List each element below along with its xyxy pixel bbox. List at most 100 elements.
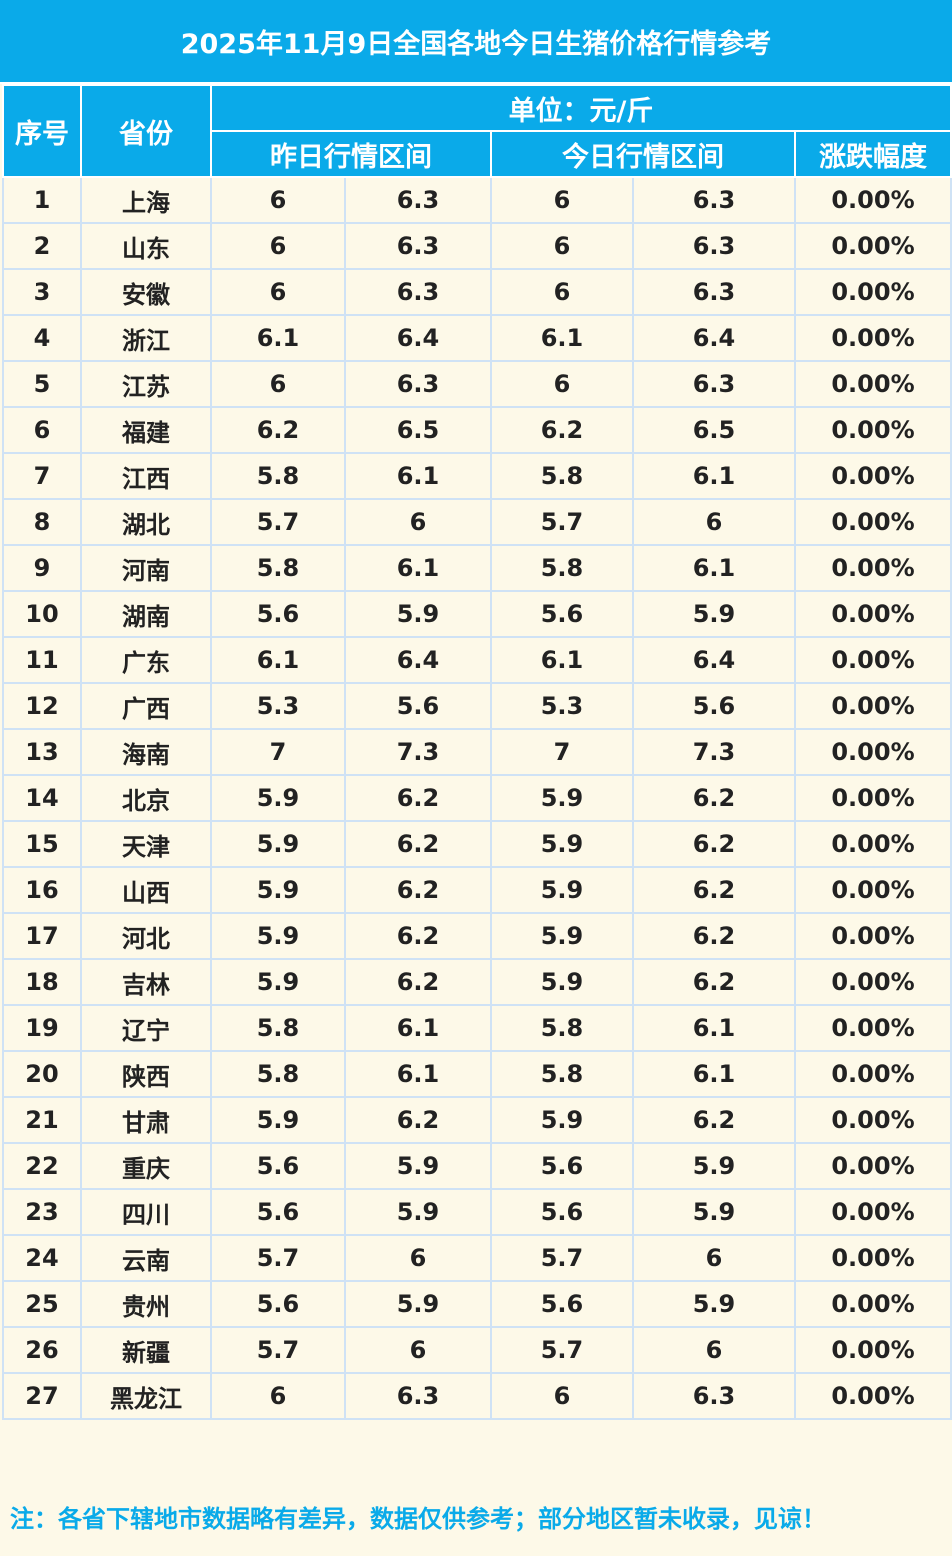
row-today-high: 6.1 [632, 1050, 796, 1098]
table-header: 序号 省份 单位：元/斤 昨日行情区间 今日行情区间 涨跌幅度 [2, 84, 952, 178]
row-change: 0.00% [794, 912, 952, 960]
row-yesterday-low: 5.9 [210, 912, 346, 960]
row-index: 8 [2, 498, 82, 546]
row-yesterday-high: 6.1 [344, 452, 492, 500]
row-index: 19 [2, 1004, 82, 1052]
row-yesterday-high: 6.3 [344, 176, 492, 224]
row-today-high: 6 [632, 1234, 796, 1282]
row-index: 14 [2, 774, 82, 822]
row-today-high: 6.3 [632, 222, 796, 270]
row-yesterday-high: 5.6 [344, 682, 492, 730]
row-index: 18 [2, 958, 82, 1006]
row-yesterday-high: 6.2 [344, 866, 492, 914]
row-change: 0.00% [794, 1188, 952, 1236]
row-yesterday-high: 6 [344, 1326, 492, 1374]
row-change: 0.00% [794, 1234, 952, 1282]
row-today-high: 6.1 [632, 1004, 796, 1052]
row-index: 1 [2, 176, 82, 224]
row-yesterday-high: 6.3 [344, 360, 492, 408]
row-yesterday-low: 6.1 [210, 636, 346, 684]
row-today-high: 6.3 [632, 176, 796, 224]
row-today-high: 6.4 [632, 314, 796, 362]
row-index: 20 [2, 1050, 82, 1098]
row-today-high: 6.1 [632, 452, 796, 500]
row-province: 贵州 [80, 1280, 212, 1328]
row-province: 重庆 [80, 1142, 212, 1190]
row-today-high: 6.2 [632, 958, 796, 1006]
row-change: 0.00% [794, 866, 952, 914]
row-today-low: 5.9 [490, 866, 634, 914]
row-today-low: 5.9 [490, 1096, 634, 1144]
row-province: 广西 [80, 682, 212, 730]
row-yesterday-high: 5.9 [344, 1142, 492, 1190]
row-yesterday-high: 6.2 [344, 1096, 492, 1144]
row-index: 9 [2, 544, 82, 592]
row-province: 安徽 [80, 268, 212, 316]
row-today-high: 5.9 [632, 1280, 796, 1328]
row-today-high: 5.6 [632, 682, 796, 730]
header-yesterday-range: 昨日行情区间 [210, 130, 492, 178]
row-province: 江西 [80, 452, 212, 500]
row-today-low: 6 [490, 268, 634, 316]
row-today-high: 5.9 [632, 590, 796, 638]
row-province: 四川 [80, 1188, 212, 1236]
row-yesterday-high: 6 [344, 498, 492, 546]
row-province: 湖北 [80, 498, 212, 546]
table-row: 11 广东 6.1 6.4 6.1 6.4 0.00% [2, 636, 952, 684]
row-yesterday-low: 5.9 [210, 1096, 346, 1144]
row-province: 湖南 [80, 590, 212, 638]
row-change: 0.00% [794, 1096, 952, 1144]
row-province: 浙江 [80, 314, 212, 362]
table-row: 3 安徽 6 6.3 6 6.3 0.00% [2, 268, 952, 316]
row-change: 0.00% [794, 268, 952, 316]
row-today-low: 5.9 [490, 912, 634, 960]
row-yesterday-low: 5.3 [210, 682, 346, 730]
row-index: 5 [2, 360, 82, 408]
row-yesterday-high: 6.2 [344, 774, 492, 822]
table-row: 19 辽宁 5.8 6.1 5.8 6.1 0.00% [2, 1004, 952, 1052]
row-yesterday-high: 6.3 [344, 268, 492, 316]
table-row: 5 江苏 6 6.3 6 6.3 0.00% [2, 360, 952, 408]
table-row: 16 山西 5.9 6.2 5.9 6.2 0.00% [2, 866, 952, 914]
row-yesterday-low: 5.6 [210, 1142, 346, 1190]
row-index: 11 [2, 636, 82, 684]
row-change: 0.00% [794, 590, 952, 638]
row-province: 黑龙江 [80, 1372, 212, 1420]
table-row: 23 四川 5.6 5.9 5.6 5.9 0.00% [2, 1188, 952, 1236]
row-yesterday-low: 5.9 [210, 958, 346, 1006]
table-row: 26 新疆 5.7 6 5.7 6 0.00% [2, 1326, 952, 1374]
row-yesterday-low: 6 [210, 1372, 346, 1420]
row-today-low: 5.8 [490, 1050, 634, 1098]
row-today-high: 6.2 [632, 774, 796, 822]
row-change: 0.00% [794, 1372, 952, 1420]
row-change: 0.00% [794, 498, 952, 546]
row-today-low: 5.9 [490, 820, 634, 868]
table-row: 12 广西 5.3 5.6 5.3 5.6 0.00% [2, 682, 952, 730]
row-today-high: 6.2 [632, 820, 796, 868]
row-yesterday-low: 5.6 [210, 1188, 346, 1236]
row-province: 辽宁 [80, 1004, 212, 1052]
row-today-low: 6.1 [490, 314, 634, 362]
table-row: 20 陕西 5.8 6.1 5.8 6.1 0.00% [2, 1050, 952, 1098]
row-yesterday-high: 6 [344, 1234, 492, 1282]
header-change: 涨跌幅度 [794, 130, 952, 178]
row-change: 0.00% [794, 636, 952, 684]
table-row: 22 重庆 5.6 5.9 5.6 5.9 0.00% [2, 1142, 952, 1190]
row-yesterday-high: 5.9 [344, 1280, 492, 1328]
row-yesterday-low: 7 [210, 728, 346, 776]
row-today-low: 7 [490, 728, 634, 776]
row-today-low: 5.8 [490, 1004, 634, 1052]
row-change: 0.00% [794, 1142, 952, 1190]
row-today-low: 5.6 [490, 590, 634, 638]
row-index: 3 [2, 268, 82, 316]
row-change: 0.00% [794, 1280, 952, 1328]
row-province: 福建 [80, 406, 212, 454]
table-row: 21 甘肃 5.9 6.2 5.9 6.2 0.00% [2, 1096, 952, 1144]
row-yesterday-low: 6 [210, 360, 346, 408]
table-row: 7 江西 5.8 6.1 5.8 6.1 0.00% [2, 452, 952, 500]
row-index: 24 [2, 1234, 82, 1282]
row-yesterday-high: 6.5 [344, 406, 492, 454]
row-index: 10 [2, 590, 82, 638]
row-yesterday-low: 5.8 [210, 544, 346, 592]
table-row: 24 云南 5.7 6 5.7 6 0.00% [2, 1234, 952, 1282]
